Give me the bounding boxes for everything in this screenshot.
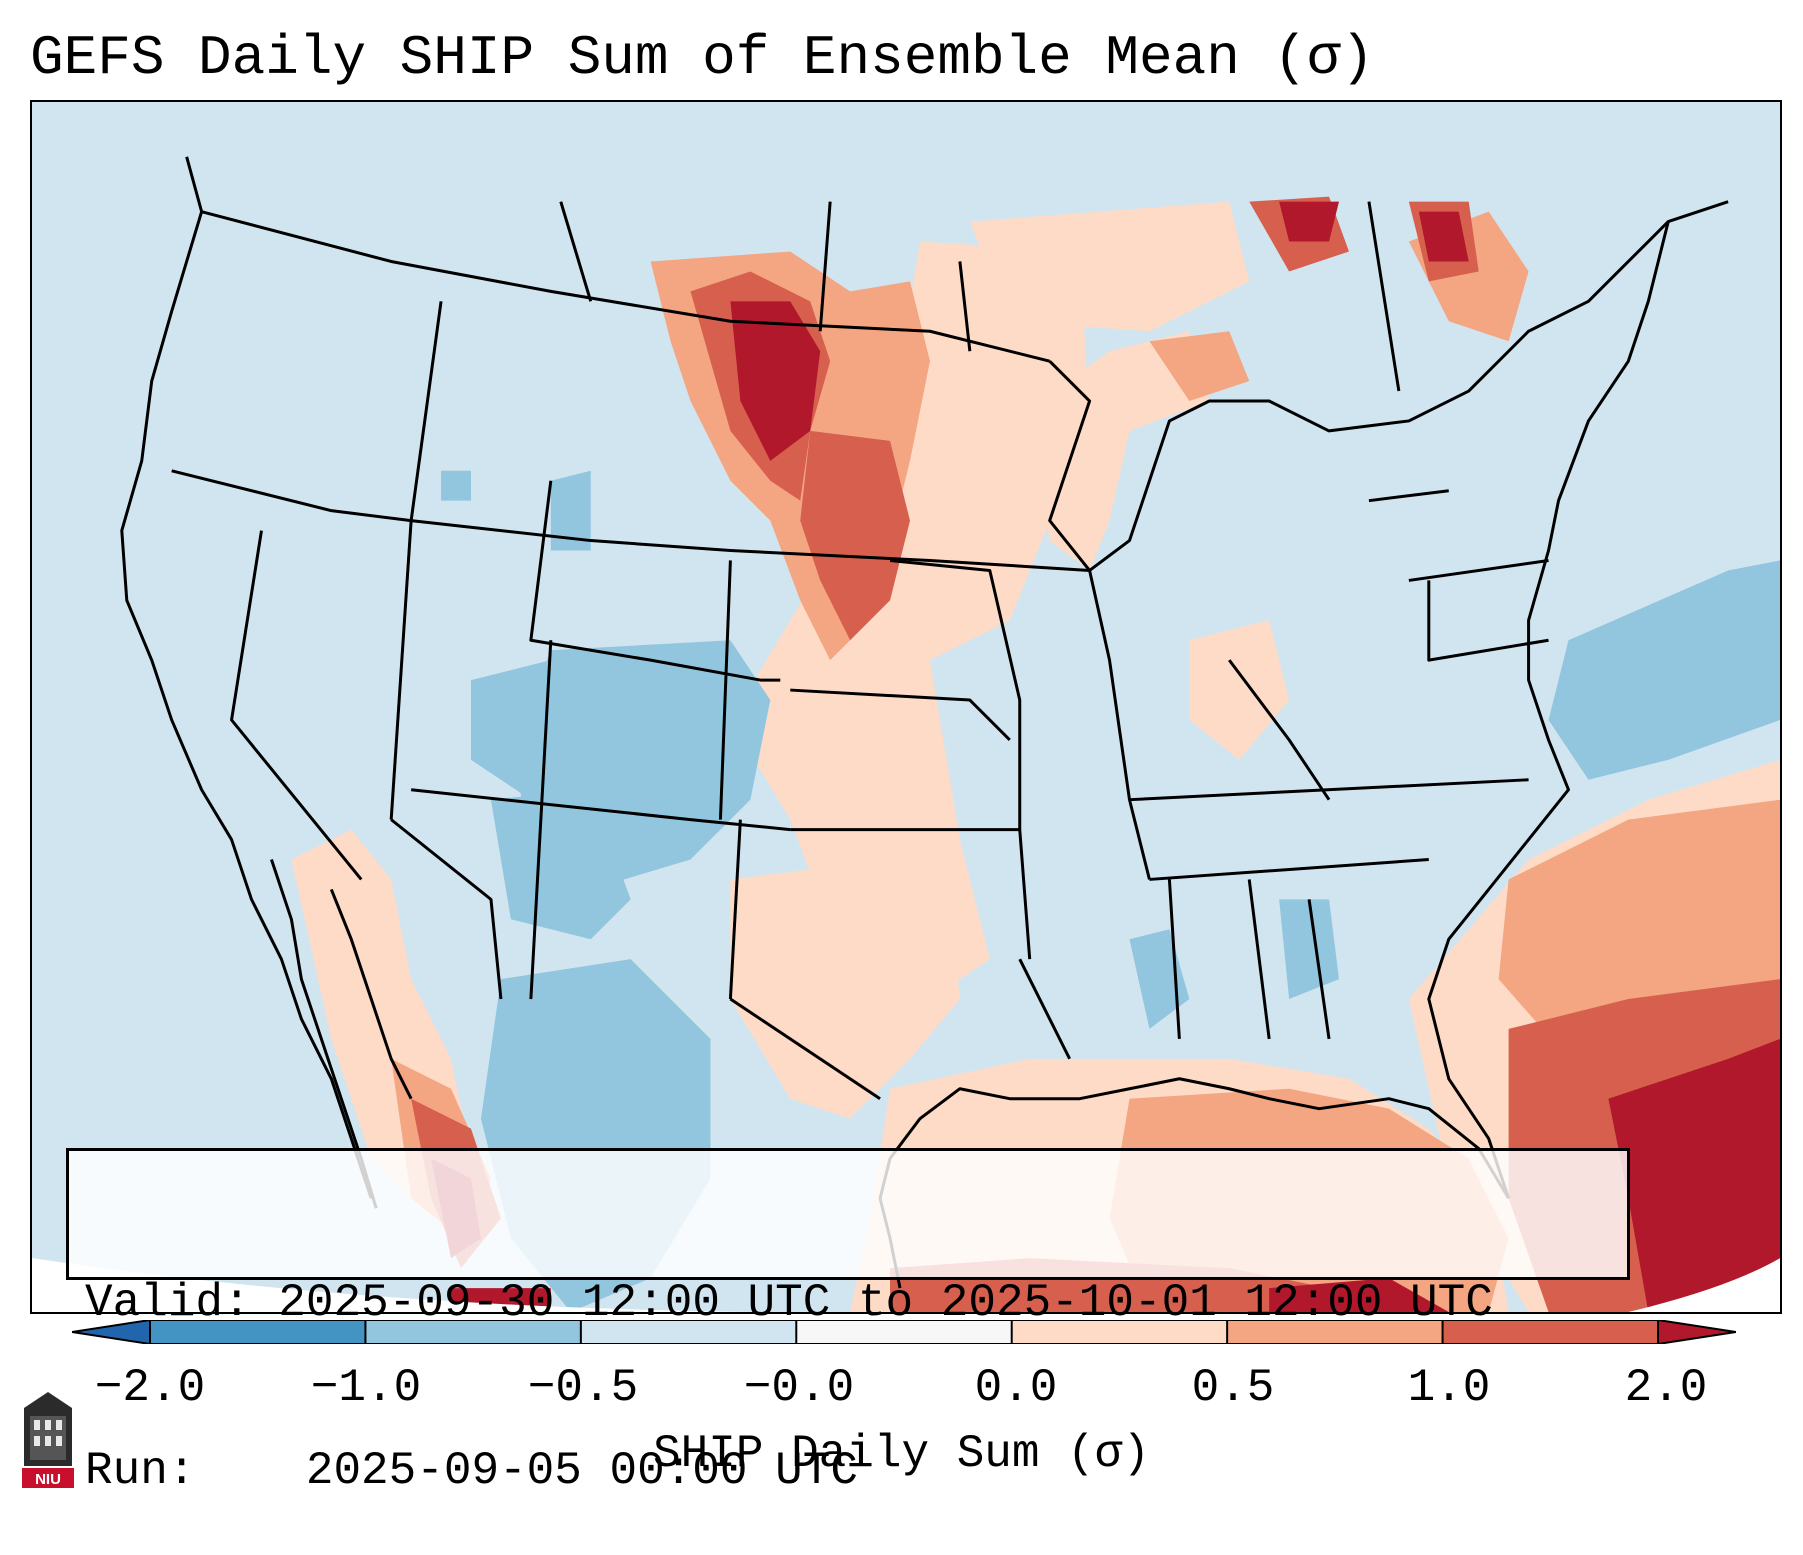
logo-text: NIU xyxy=(35,1471,61,1488)
ship-anomaly-map xyxy=(32,102,1780,1312)
colorbar-bin xyxy=(365,1320,582,1344)
tick-label: −0.5 xyxy=(527,1362,639,1414)
colorbar-bin xyxy=(1011,1320,1228,1344)
valid-run-info-box: Valid: 2025-09-30 12:00 UTC to 2025-10-0… xyxy=(66,1148,1630,1497)
colorbar-bin xyxy=(796,1320,1013,1344)
colorbar-bin xyxy=(1227,1320,1444,1344)
map-panel xyxy=(30,100,1782,1314)
university-tower-icon: NIU xyxy=(18,1390,78,1490)
colorbar-bin xyxy=(1658,1320,1736,1344)
domain-edge-right xyxy=(1628,1258,1780,1312)
tick-label: 1.0 xyxy=(1407,1362,1491,1414)
pacific-ocean-region xyxy=(32,102,392,1312)
colorbar-bin xyxy=(1442,1320,1659,1344)
colorbar-bin xyxy=(150,1320,366,1344)
tick-label: −0.0 xyxy=(743,1362,855,1414)
domain-edge xyxy=(32,1258,930,1312)
colorbar-ticks: −2.0 −1.0 −0.5 −0.0 0.0 0.5 1.0 2.0 xyxy=(0,1360,1803,1420)
colorbar-bin xyxy=(72,1320,150,1344)
colorbar-svg xyxy=(72,1320,1736,1344)
colorbar-bin xyxy=(580,1320,797,1344)
run-value: 2025-09-05 00:00 UTC xyxy=(305,1445,858,1497)
geographic-boundaries xyxy=(120,156,1729,1289)
tick-label: −2.0 xyxy=(94,1362,206,1414)
tick-label: −1.0 xyxy=(310,1362,422,1414)
colorbar xyxy=(72,1320,1736,1344)
tick-label: 0.0 xyxy=(974,1362,1058,1414)
run-row: Run: 2025-09-05 00:00 UTC xyxy=(85,1443,1613,1499)
niu-logo: NIU xyxy=(22,1392,74,1488)
colorbar-label: SHIP Daily Sum (σ) xyxy=(653,1428,1150,1480)
chart-title: GEFS Daily SHIP Sum of Ensemble Mean (σ) xyxy=(30,26,1375,90)
tick-label: 2.0 xyxy=(1624,1362,1708,1414)
tick-label: 0.5 xyxy=(1191,1362,1275,1414)
run-label: Run: xyxy=(85,1445,196,1497)
